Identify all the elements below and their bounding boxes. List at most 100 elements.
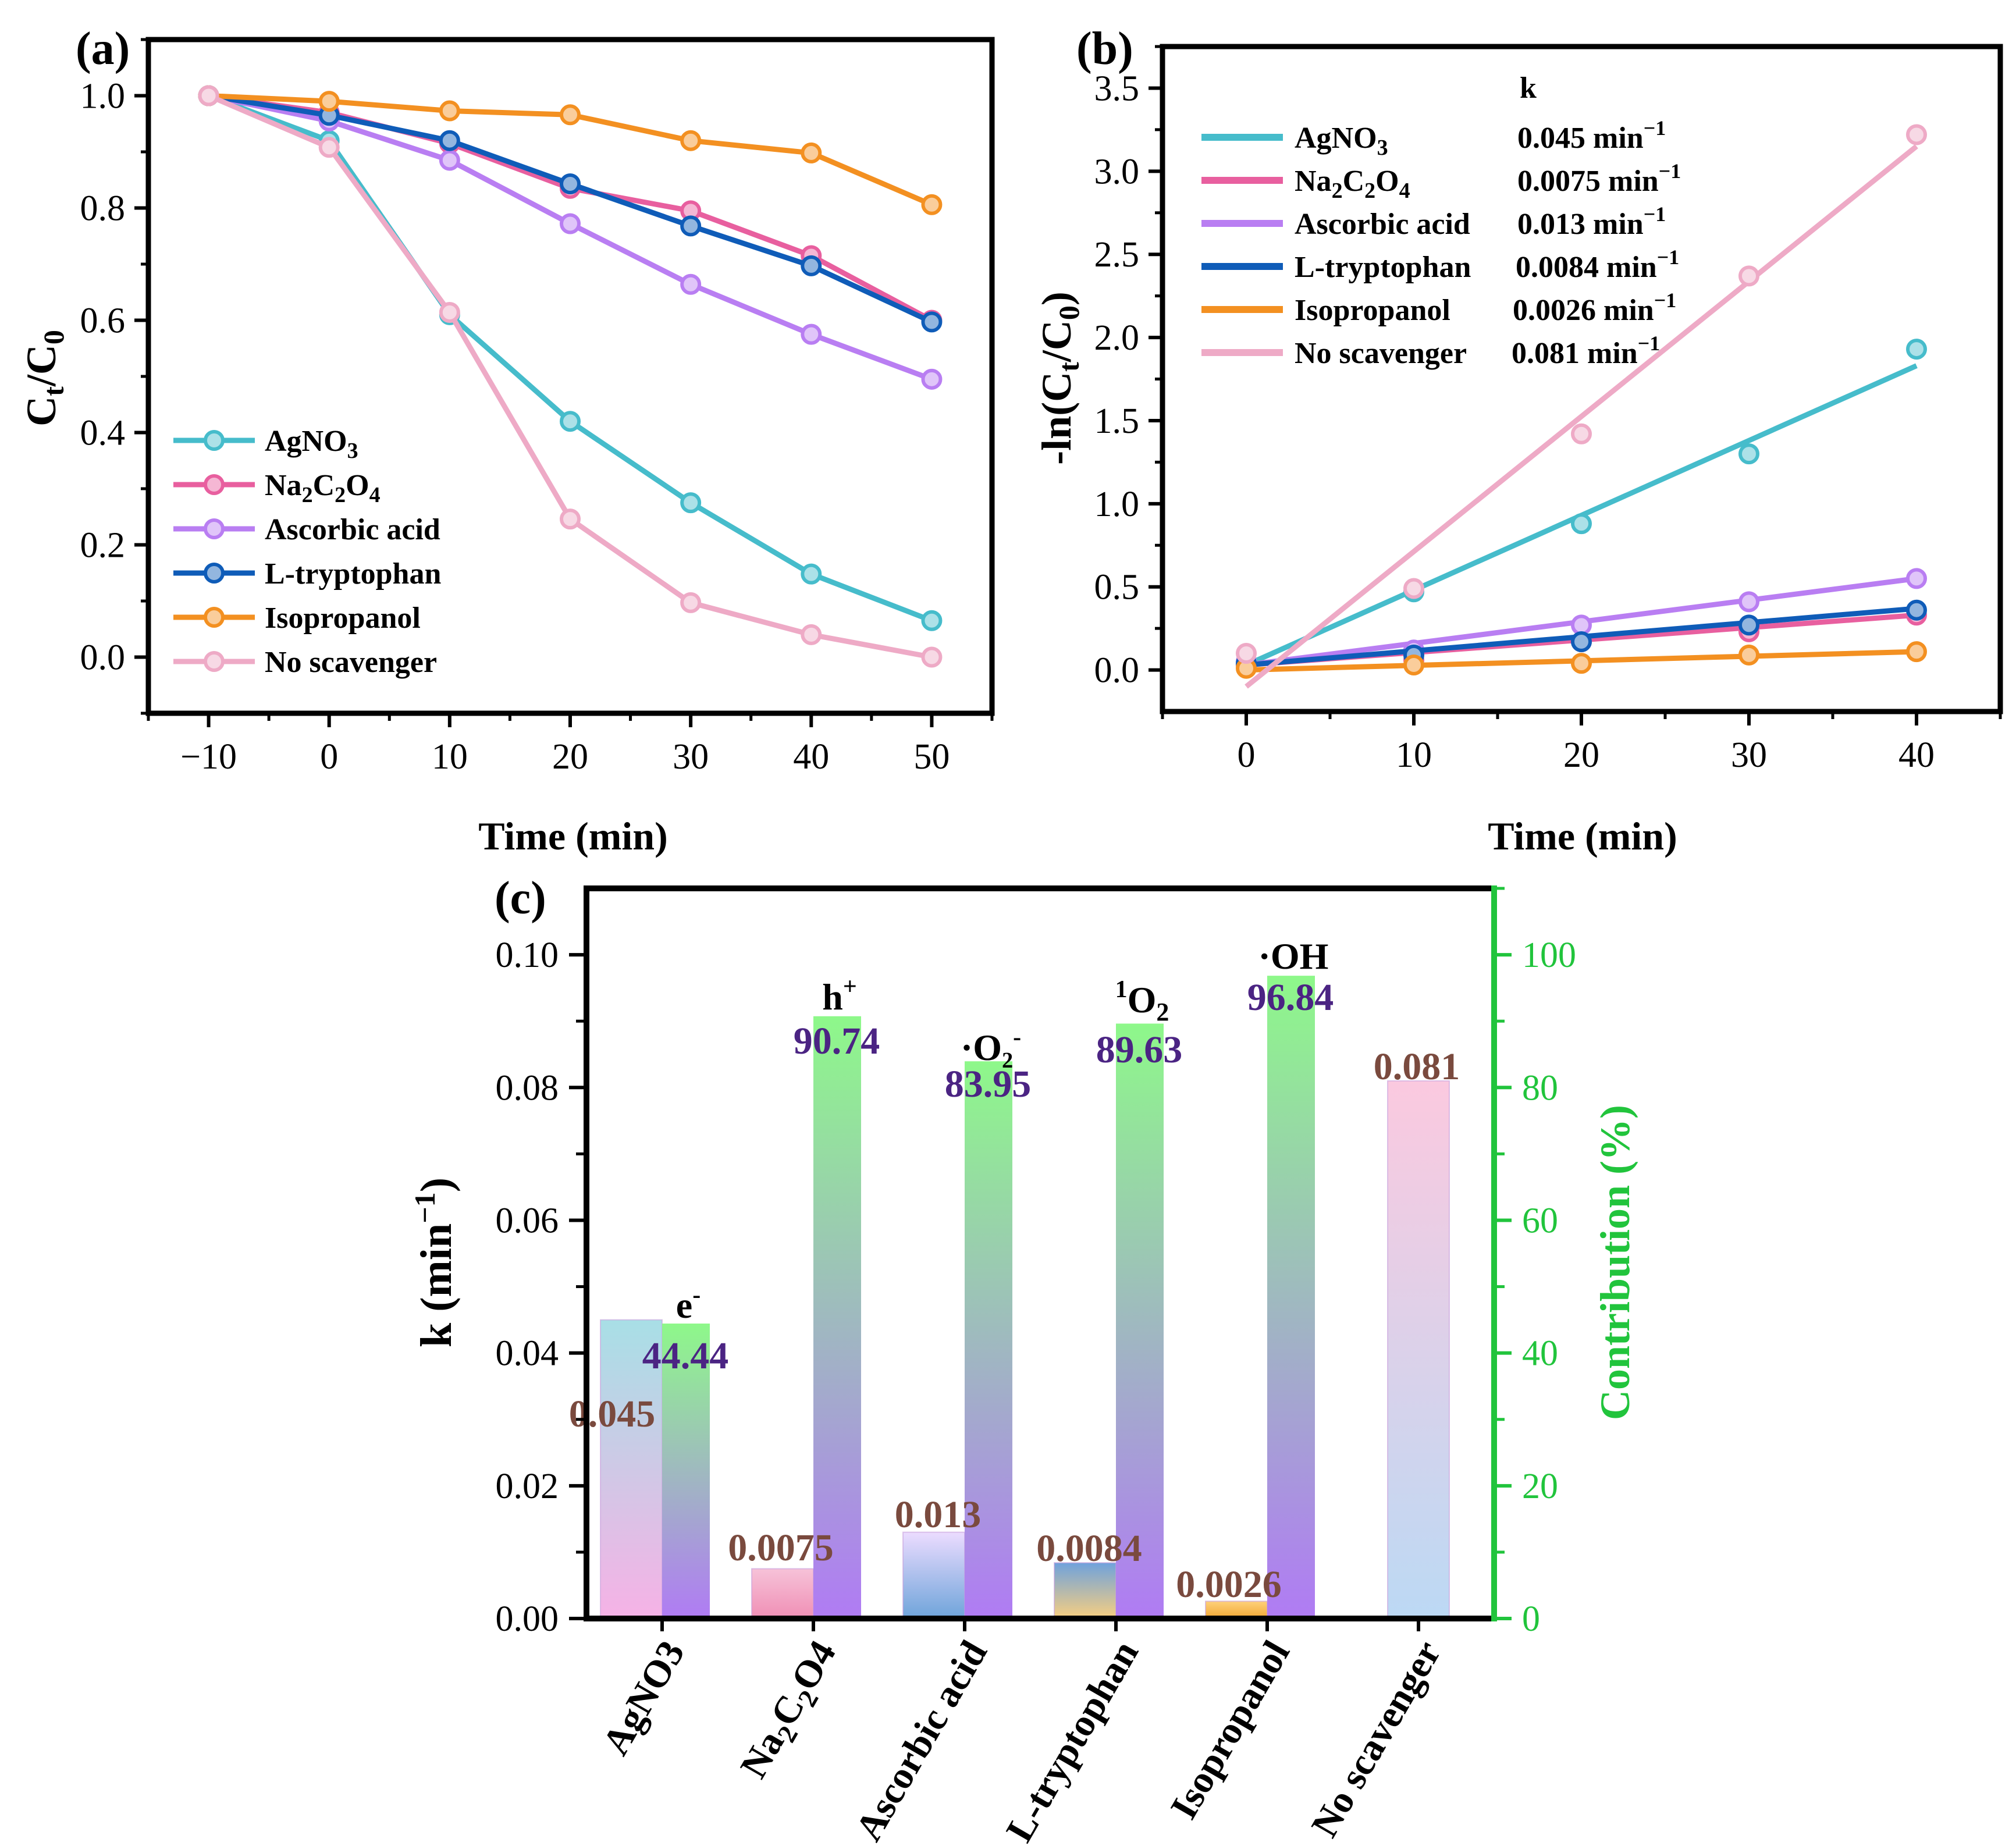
right-y-tick-label: 60 — [1522, 1201, 1558, 1240]
rate-constant-label: 0.0084 min−1 — [1516, 246, 1679, 284]
panel-a-plot — [198, 85, 943, 668]
panel-a-y-title: Ct/C0 — [18, 330, 70, 426]
legend-swatch-marker — [204, 474, 225, 495]
contribution-bar — [1267, 976, 1315, 1619]
data-point — [801, 142, 822, 163]
legend-swatch-marker — [204, 518, 225, 539]
legend-label: Isopropanol — [1295, 294, 1450, 327]
contribution-bar — [1116, 1023, 1164, 1619]
y-tick-label: 3.5 — [1094, 69, 1140, 108]
data-point — [1403, 578, 1424, 599]
data-point — [921, 194, 943, 215]
legend-label: Ascorbic acid — [265, 513, 440, 546]
data-point — [801, 323, 822, 345]
data-point — [801, 624, 822, 645]
panel-b-k-header: k — [1520, 72, 1537, 105]
rate-constant-label: 0.0026 min−1 — [1513, 289, 1676, 327]
panel-b: (b) 0 10 20 30 40 0.0 0.5 1.0 1.5 2.0 2.5 3.0 3.5 T… — [1033, 23, 2003, 858]
legend-swatch-marker — [204, 563, 225, 584]
data-point — [921, 646, 943, 668]
y-tick-label: 0.08 — [496, 1068, 559, 1108]
panel-b-y-ticks: 0.0 0.5 1.0 1.5 2.0 2.5 3.0 3.5 — [1094, 45, 1162, 691]
k-bar — [751, 1568, 814, 1620]
panel-a-y-ticks: 0.0 0.2 0.4 0.6 0.8 1.0 — [80, 38, 148, 715]
data-point — [1906, 339, 1927, 360]
y-tick-label: 0.6 — [80, 301, 126, 341]
category-label: Ascorbic acid — [847, 1634, 995, 1846]
data-point — [921, 311, 943, 333]
data-point — [439, 130, 460, 151]
legend-label: L-tryptophan — [265, 557, 441, 591]
species-label: ·O₂- — [961, 1024, 1021, 1068]
series-line-na2c2o4 — [208, 93, 933, 323]
y-tick-label: 2.5 — [1094, 235, 1140, 275]
category-label: L-tryptophan — [998, 1634, 1147, 1846]
y-tick-label: 1.5 — [1094, 401, 1140, 441]
panel-c-right-axis — [1491, 885, 1497, 1621]
x-tick-label: 20 — [1563, 735, 1599, 775]
y-tick-label: 0.0 — [80, 638, 126, 678]
x-tick-label: 20 — [552, 737, 588, 777]
panel-c-right-title: Contribution (%) — [1592, 1105, 1638, 1420]
y-tick-label: 0.2 — [80, 526, 126, 565]
contribution-label: 83.95 — [945, 1063, 1032, 1105]
data-point — [680, 130, 702, 151]
data-point — [439, 150, 460, 171]
category-label: No scavenger — [1303, 1634, 1449, 1844]
data-point — [1738, 443, 1759, 465]
panel-b-label: (b) — [1076, 23, 1133, 74]
legend-swatch-marker — [204, 651, 225, 672]
right-y-tick-label: 80 — [1522, 1068, 1558, 1108]
data-point — [560, 104, 581, 126]
y-tick-label: 3.0 — [1094, 152, 1140, 191]
data-point — [439, 301, 460, 323]
x-tick-label: −10 — [180, 737, 237, 777]
x-tick-label: 30 — [1731, 735, 1767, 775]
panel-a-legend: AgNO3 Na2C2O4 Ascorbic acid L-tryptophan Iso… — [173, 425, 441, 679]
data-point — [1738, 644, 1759, 666]
contribution-label: 89.63 — [1096, 1029, 1183, 1071]
panel-a: (a) −10 0 10 20 30 40 50 0.0 0.2 0.4 0.6 0.8 1.0 Ti… — [18, 23, 995, 858]
panel-a-label: (a) — [76, 23, 130, 74]
data-point — [680, 492, 702, 514]
y-tick-label: 2.0 — [1094, 318, 1140, 358]
k-bar — [902, 1531, 965, 1620]
panel-b-y-title: -ln(Ct/C0) — [1033, 291, 1085, 465]
x-tick-label: 40 — [1898, 735, 1935, 775]
species-label: 1O2 — [1115, 976, 1169, 1026]
y-tick-label: 0.4 — [80, 414, 126, 453]
data-point — [560, 213, 581, 234]
y-tick-label: 0.02 — [496, 1467, 559, 1506]
legend-swatch-marker — [204, 607, 225, 628]
legend-label: Isopropanol — [265, 602, 421, 635]
legend-label: No scavenger — [1295, 337, 1467, 370]
species-label: ·OH — [1258, 936, 1329, 977]
k-bar — [1387, 1080, 1450, 1619]
category-label: AgNO3 — [594, 1634, 693, 1762]
data-point — [680, 592, 702, 613]
x-tick-label: 10 — [1396, 735, 1432, 775]
y-tick-label: 0.06 — [496, 1201, 559, 1240]
contribution-bar — [662, 1323, 710, 1619]
x-tick-label: 0 — [1238, 735, 1256, 775]
k-value-label: 0.045 — [569, 1393, 656, 1435]
panel-b-legend: AgNO3 0.045 min−1 Na2C2O4 0.0075 min−1 Ascor… — [1201, 116, 1681, 370]
panel-c: (c) 44.44 e- 0.045 90.74h+ 0.0075 83.95·O₂- 0.… — [408, 873, 1638, 1846]
k-value-label: 0.081 — [1374, 1045, 1460, 1088]
contribution-bar — [813, 1016, 861, 1619]
legend-label: L-tryptophan — [1295, 251, 1471, 284]
rate-constant-label: 0.0075 min−1 — [1517, 159, 1681, 198]
data-point — [1403, 654, 1424, 675]
data-point — [1571, 653, 1592, 674]
data-point — [1906, 599, 1927, 621]
x-tick-label: 0 — [320, 737, 338, 777]
k-value-label: 0.0075 — [728, 1527, 834, 1569]
right-y-tick-label: 0 — [1522, 1599, 1540, 1639]
legend-label: Ascorbic acid — [1295, 208, 1470, 241]
panel-b-plot — [1236, 124, 1927, 689]
legend-swatch-marker — [204, 430, 225, 451]
data-point — [1571, 423, 1592, 444]
data-point — [1738, 591, 1759, 613]
legend-label: Na2C2O4 — [1295, 165, 1410, 203]
